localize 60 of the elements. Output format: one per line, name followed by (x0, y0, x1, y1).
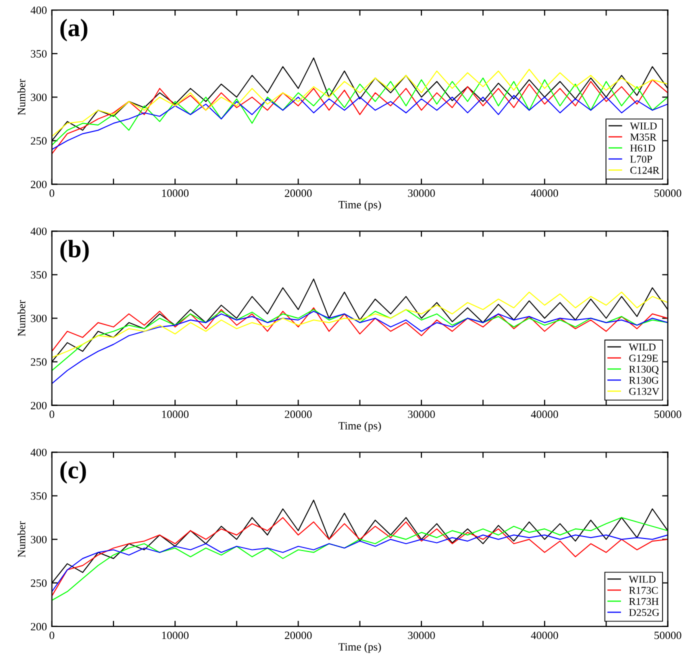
x-tick-label: 10000 (162, 410, 189, 418)
x-tick-label: 50000 (654, 410, 682, 418)
y-axis-title: Number (18, 521, 26, 558)
y-tick-label: 400 (30, 6, 47, 14)
y-axis-title: Number (18, 79, 26, 116)
y-tick-label: 350 (30, 271, 47, 279)
y-tick-label: 250 (30, 137, 47, 145)
x-tick-label: 30000 (408, 189, 435, 197)
chart-title: (c) (60, 460, 86, 484)
y-tick-label: 300 (30, 94, 47, 102)
y-tick-label: 300 (30, 536, 47, 544)
line-series (52, 307, 668, 352)
x-tick-label: 40000 (530, 632, 558, 640)
legend-label: L70P (630, 156, 652, 163)
x-tick-label: 20000 (284, 632, 312, 640)
y-tick-label: 400 (30, 448, 47, 456)
line-series (52, 534, 668, 592)
legend-label: H61D (630, 144, 655, 152)
x-tick-label: 0 (50, 189, 54, 197)
legend-label: WILD (628, 576, 656, 583)
legend-label: C124R (630, 166, 660, 174)
x-axis-title: Time (ps) (338, 422, 381, 432)
x-tick-label: 20000 (284, 410, 312, 418)
y-tick-label: 300 (30, 314, 47, 322)
legend-label: D252G (629, 609, 660, 616)
chart-title: (b) (60, 240, 89, 263)
x-tick-label: 50000 (654, 189, 682, 197)
y-axis-title: Number (18, 300, 26, 336)
x-tick-label: 10000 (162, 632, 189, 640)
legend-label: R173H (629, 598, 659, 605)
y-tick-label: 250 (30, 358, 47, 366)
y-tick-label: 200 (30, 622, 47, 630)
legend-label: R173C (629, 586, 658, 594)
legend-label: M35R (630, 134, 657, 141)
x-tick-label: 0 (50, 410, 54, 418)
x-tick-label: 40000 (530, 410, 558, 418)
line-series (52, 310, 668, 384)
x-axis-title: Time (ps) (338, 642, 381, 653)
x-tick-label: 10000 (162, 189, 189, 197)
x-tick-label: 40000 (530, 189, 558, 197)
legend-label: R130Q (629, 366, 659, 374)
x-tick-label: 0 (50, 632, 54, 640)
legend-label: G132V (629, 388, 660, 395)
legend-label: WILD (630, 122, 657, 130)
chart-title: (a) (60, 18, 88, 42)
x-axis-title: Time (ps) (338, 200, 381, 211)
legend-label: R130G (629, 376, 659, 384)
legend-label: G129E (629, 354, 658, 362)
y-tick-label: 200 (30, 402, 47, 410)
y-tick-label: 350 (30, 50, 47, 58)
x-tick-label: 30000 (408, 410, 435, 418)
y-tick-label: 200 (30, 180, 47, 188)
line-series (52, 94, 668, 150)
x-tick-label: 50000 (654, 632, 682, 640)
y-tick-label: 250 (30, 579, 47, 587)
y-tick-label: 400 (30, 228, 47, 236)
legend-label: WILD (628, 344, 656, 351)
x-tick-label: 30000 (408, 632, 435, 640)
x-tick-label: 20000 (284, 189, 312, 197)
y-tick-label: 350 (30, 492, 47, 500)
